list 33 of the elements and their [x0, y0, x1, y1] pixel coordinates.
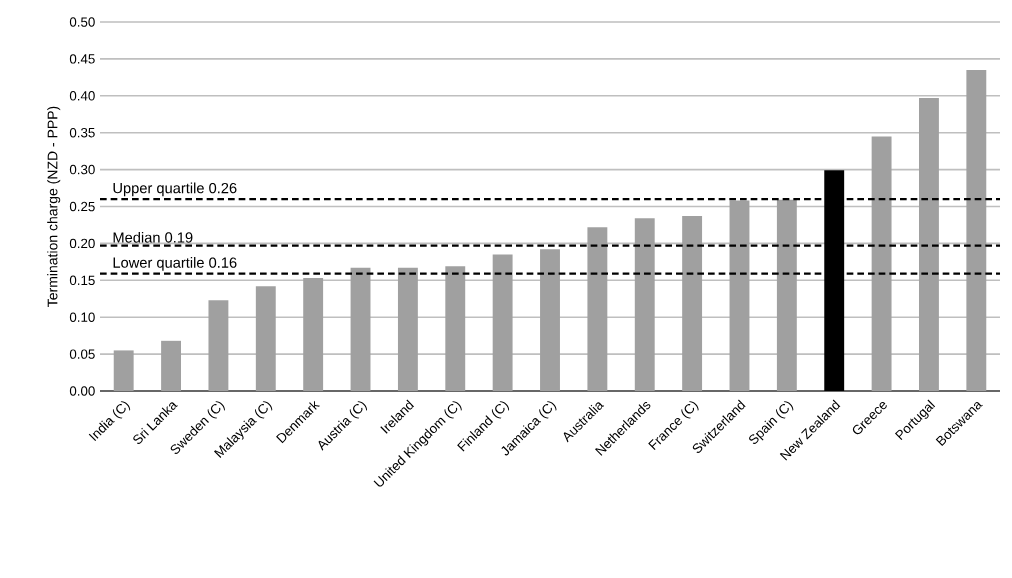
bar [303, 278, 324, 391]
bar [776, 199, 797, 391]
bar [966, 69, 987, 391]
bar [729, 200, 750, 391]
bar [919, 98, 939, 391]
bar [587, 227, 608, 391]
bar [445, 266, 466, 391]
y-tick-label: 0.25 [69, 201, 95, 212]
bar [682, 216, 703, 391]
bar [350, 267, 371, 391]
bar [113, 350, 134, 391]
ref-line-label: Lower quartile 0.16 [113, 257, 237, 271]
y-tick-label: 0.30 [69, 164, 95, 175]
bar [208, 300, 229, 391]
y-tick-label: 0.40 [69, 91, 95, 101]
y-axis-title: Termination charge (NZD - PPP) [47, 106, 61, 307]
y-tick-label: 0.00 [69, 386, 95, 396]
bar [634, 218, 655, 391]
y-tick-label: 0.15 [69, 275, 95, 286]
y-tick-label: 0.35 [69, 127, 95, 138]
bar [492, 254, 513, 391]
y-tick-label: 0.50 [69, 17, 95, 27]
bar [255, 286, 276, 391]
y-tick-label: 0.45 [69, 54, 95, 64]
bar [161, 340, 181, 391]
bar [540, 249, 560, 391]
ref-line-label: Upper quartile 0.26 [113, 182, 237, 197]
ref-line-label: Median 0.19 [113, 231, 193, 243]
bar [397, 267, 418, 391]
y-tick-label: 0.05 [69, 349, 95, 359]
y-tick-label: 0.10 [69, 312, 95, 322]
bar [871, 136, 892, 391]
y-tick-label: 0.20 [69, 238, 95, 249]
